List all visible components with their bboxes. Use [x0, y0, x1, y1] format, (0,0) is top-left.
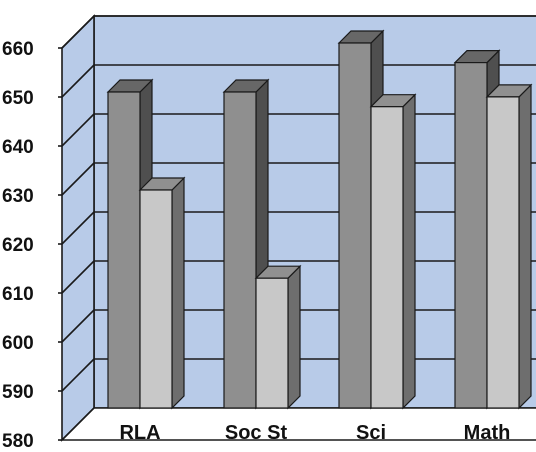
x-category-label: Sci	[356, 422, 386, 444]
bar-front	[223, 91, 257, 409]
gridline-side	[61, 309, 95, 343]
floor	[60, 407, 536, 441]
bar-front	[139, 189, 173, 409]
x-axis-labels: RLA Soc St Sci Math	[119, 422, 510, 444]
bar-front	[370, 106, 404, 409]
bar-side	[518, 83, 532, 410]
y-tick-label: 650	[2, 88, 34, 109]
bar-side	[287, 264, 301, 410]
gridline-side	[61, 358, 95, 392]
y-tick-label: 600	[2, 333, 34, 354]
bar-front	[454, 61, 488, 409]
y-tick-label: 630	[2, 186, 34, 207]
y-tick-label: 590	[2, 382, 34, 403]
y-tick-label: 620	[2, 235, 34, 256]
gridline-side	[61, 260, 95, 294]
bar-side	[171, 176, 185, 410]
y-tick-label: 640	[2, 137, 34, 158]
bar	[369, 93, 417, 410]
y-axis-ticks: 580 590 600 610 620 630 640 650 660	[2, 39, 62, 452]
bars	[106, 29, 533, 410]
bar-front	[107, 91, 141, 409]
y-tick-label: 580	[2, 431, 34, 452]
gridline-side	[61, 113, 95, 147]
x-category-label: Soc St	[225, 422, 288, 444]
bar-front	[255, 277, 289, 409]
x-category-label: RLA	[119, 422, 160, 444]
bar	[485, 83, 533, 410]
bar-front	[486, 96, 520, 409]
y-tick-label: 610	[2, 284, 34, 305]
bar-side	[402, 93, 416, 410]
gridline-side	[61, 211, 95, 245]
gridline-side	[61, 64, 95, 98]
gridline-side	[61, 162, 95, 196]
gridline-side	[61, 15, 95, 49]
x-category-label: Math	[464, 422, 511, 444]
bar-front	[338, 42, 372, 409]
y-tick-label: 660	[2, 39, 34, 60]
bar	[254, 264, 302, 410]
bar	[138, 176, 186, 410]
